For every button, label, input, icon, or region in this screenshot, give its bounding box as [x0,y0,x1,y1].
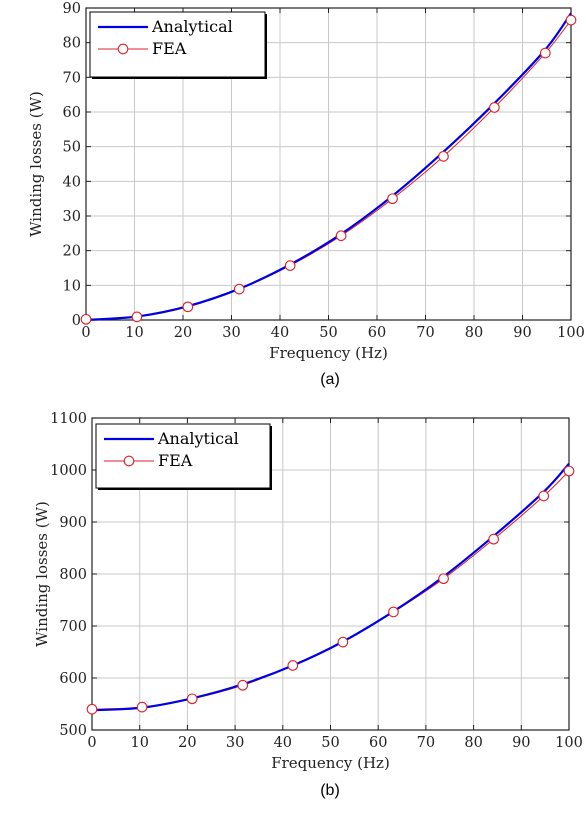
fea-data-point [287,660,299,671]
x-tick-label: 70 [416,325,434,341]
y-tick-label: 700 [59,619,87,635]
fea-data-point [539,47,551,59]
fea-data-point [388,606,399,618]
fea-data-point [565,14,577,26]
y-tick-label: 900 [59,515,87,531]
x-tick-label: 30 [226,735,244,751]
y-tick-label: 10 [63,278,81,294]
legend: Analytical FEA [95,423,272,490]
y-tick-label: 1000 [50,463,87,479]
fea-data-point [182,301,194,313]
legend-fea-marker [123,455,135,467]
fea-data-point [563,465,575,477]
x-tick-label: 90 [513,325,531,341]
legend-analytical-label: Analytical [151,17,233,36]
x-tick-label: 70 [417,735,435,751]
x-tick-label: 90 [512,735,530,751]
fea-data-point [538,490,550,502]
fea-data-point [489,102,500,113]
y-tick-label: 50 [63,140,81,156]
y-tick-label: 800 [59,567,87,583]
y-axis-label: Winding losses (W) [27,91,45,237]
analytical-series-line [86,12,572,322]
y-tick-label: 60 [63,105,81,121]
caption-a: (a) [320,371,340,388]
legend-fea-label: FEA [152,39,187,58]
fea-data-point [337,636,349,648]
fea-data-point [80,313,92,325]
fea-data-point [284,260,296,271]
fea-data-point [86,703,98,715]
fea-data-point [233,283,245,295]
x-axis-label: Frequency (Hz) [271,754,390,772]
x-tick-label: 50 [321,735,339,751]
x-tick-label: 40 [271,325,289,341]
fea-data-point [131,311,143,323]
x-tick-label: 40 [274,735,292,751]
x-tick-label: 0 [81,325,90,341]
y-axis-label: Winding losses (W) [33,501,51,647]
y-tick-label: 1100 [50,411,87,427]
fea-data-point [335,230,347,242]
legend-box [89,11,266,78]
fea-data-point [488,533,499,545]
x-tick-label: 100 [557,325,585,341]
legend-analytical-label: Analytical [157,429,239,448]
series-analytical-group [86,12,572,322]
x-tick-label: 0 [87,735,96,751]
y-tick-label: 0 [72,313,81,329]
x-axis-label: Frequency (Hz) [269,344,388,362]
chart-b: 0 10 20 30 40 50 60 70 80 90 100 500 600 700 800 900 100… [33,411,583,799]
y-tick-label: 40 [63,174,81,190]
x-tick-label: 20 [174,325,192,341]
fea-data-point [438,151,449,162]
y-tick-label: 30 [63,209,81,225]
legend-fea-marker [117,43,129,55]
y-tick-label: 600 [59,671,87,687]
x-tick-label: 80 [464,735,482,751]
fea-data-point [186,693,198,705]
legend-fea-label: FEA [158,451,193,470]
x-tick-label: 10 [125,325,143,341]
x-tick-label: 60 [368,325,386,341]
y-tick-label: 90 [63,1,81,17]
x-tick-label: 100 [555,735,583,751]
fea-data-point [136,701,148,713]
x-tick-label: 10 [130,735,148,751]
y-tick-label: 500 [59,723,87,739]
x-tick-label: 80 [465,325,483,341]
legend-box [95,423,271,489]
x-tick-label: 50 [319,325,337,341]
y-tick-label: 20 [63,244,81,260]
x-tick-label: 20 [178,735,196,751]
legend: Analytical FEA [89,11,267,79]
fea-data-point [387,193,398,205]
fea-data-point [438,573,449,585]
fea-data-point [237,679,249,691]
caption-b: (b) [320,782,340,799]
y-tick-label: 80 [63,36,81,52]
x-tick-label: 30 [222,325,240,341]
y-tick-label: 70 [63,70,81,86]
chart-a: 0 10 20 30 40 50 60 70 80 90 100 0 10 20 30 40 50 60 70 80 9… [27,1,585,388]
x-tick-label: 60 [369,735,387,751]
